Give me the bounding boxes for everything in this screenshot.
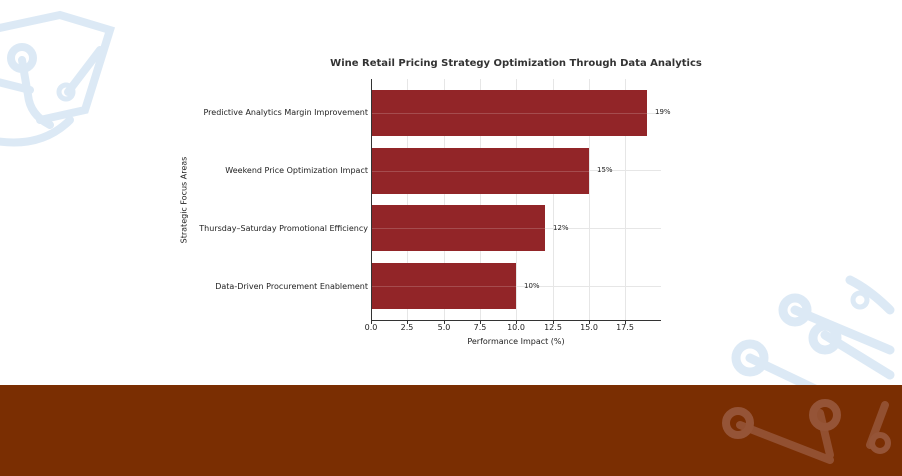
gridline [589, 79, 590, 320]
category-label: Predictive Analytics Margin Improvement [203, 108, 368, 117]
value-label: 19% [655, 108, 671, 116]
x-tick [516, 321, 517, 324]
bar-predictive-analytics [372, 90, 647, 136]
category-label: Thursday–Saturday Promotional Efficiency [199, 224, 368, 233]
category-label: Data-Driven Procurement Enablement [215, 282, 368, 291]
value-label: 10% [524, 282, 540, 290]
gridline [371, 286, 661, 287]
chart-title: Wine Retail Pricing Strategy Optimizatio… [330, 58, 702, 69]
x-tick-label: 10.0 [507, 323, 525, 332]
gridline [516, 79, 517, 320]
x-tick [589, 321, 590, 324]
value-label: 12% [553, 224, 569, 232]
x-tick-label: 5.0 [437, 323, 451, 332]
x-tick-label: 12.5 [544, 323, 562, 332]
x-tick [407, 321, 408, 324]
y-axis-label: Strategic Focus Areas [179, 156, 189, 244]
x-tick-label: 0.0 [364, 323, 378, 332]
circuit-decoration-footer [722, 399, 891, 464]
value-label: 15% [597, 166, 613, 174]
x-tick [444, 321, 445, 324]
gridline [480, 79, 481, 320]
x-axis-label: Performance Impact (%) [467, 337, 565, 346]
bar-data-driven-procurement [372, 263, 516, 309]
x-tick-label: 2.5 [400, 323, 414, 332]
circuit-decoration-top-left [0, 10, 116, 147]
gridline [553, 79, 554, 320]
x-tick-label: 17.5 [616, 323, 634, 332]
gridline [444, 79, 445, 320]
x-axis [371, 320, 661, 321]
gridline [625, 79, 626, 320]
x-tick [625, 321, 626, 324]
y-axis [371, 79, 372, 321]
x-tick [371, 321, 372, 324]
x-tick [480, 321, 481, 324]
category-label: Weekend Price Optimization Impact [225, 166, 368, 175]
bar-thursday-saturday [372, 205, 545, 251]
x-tick-label: 15.0 [580, 323, 598, 332]
bar-weekend-price [372, 148, 589, 194]
gridline [407, 79, 408, 320]
x-tick-label: 7.5 [473, 323, 487, 332]
x-tick [553, 321, 554, 324]
